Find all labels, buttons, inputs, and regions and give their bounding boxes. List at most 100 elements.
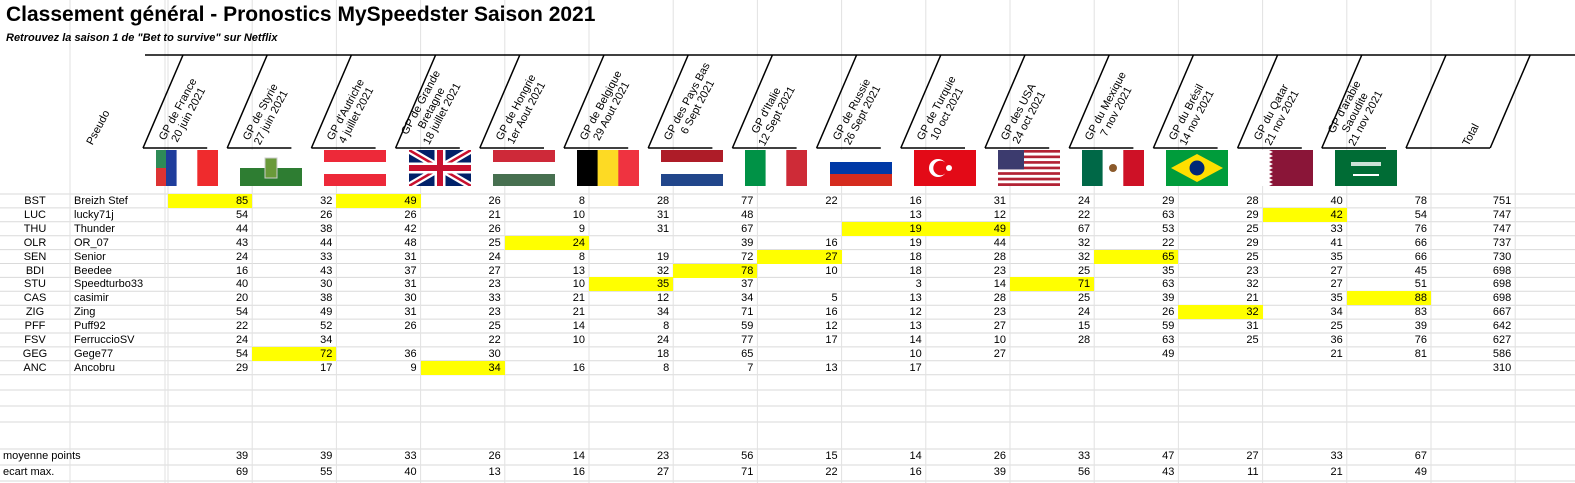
score-cell[interactable]: 44 (320, 236, 333, 249)
score-cell[interactable]: 23 (488, 278, 501, 291)
score-cell[interactable]: 23 (993, 264, 1006, 277)
score-cell[interactable]: 35 (1162, 264, 1175, 277)
total-cell[interactable]: 698 (1492, 292, 1512, 305)
score-cell[interactable]: 42 (1262, 207, 1347, 222)
total-cell[interactable]: 667 (1492, 306, 1512, 319)
score-cell[interactable] (505, 347, 589, 361)
total-cell[interactable]: 698 (1492, 278, 1512, 291)
score-cell[interactable]: 54 (235, 347, 249, 360)
score-cell[interactable]: 24 (504, 235, 589, 250)
score-cell[interactable]: 25 (1077, 264, 1091, 277)
score-cell[interactable]: 37 (404, 264, 417, 277)
score-cell[interactable]: 33 (320, 250, 333, 263)
score-cell[interactable]: 49 (925, 221, 1010, 236)
stat-cell[interactable]: 39 (320, 450, 333, 462)
score-cell[interactable]: 16 (825, 306, 838, 319)
score-cell[interactable] (926, 361, 1010, 375)
score-cell[interactable]: 30 (320, 278, 333, 291)
score-cell[interactable]: 32 (1178, 305, 1263, 320)
score-cell[interactable]: 23 (993, 306, 1006, 319)
total-cell[interactable]: 310 (1492, 361, 1512, 374)
score-cell[interactable]: 59 (1162, 320, 1175, 333)
score-cell[interactable]: 7 (747, 361, 754, 374)
score-cell[interactable]: 24 (1077, 306, 1091, 319)
score-cell[interactable]: 18 (909, 250, 922, 263)
score-cell[interactable]: 32 (320, 195, 333, 207)
score-cell[interactable]: 23 (488, 306, 501, 319)
score-cell[interactable]: 21 (572, 292, 585, 305)
score-cell[interactable]: 9 (578, 222, 585, 235)
score-cell[interactable]: 5 (831, 292, 838, 305)
score-cell[interactable]: 32 (1077, 236, 1091, 249)
score-cell[interactable]: 22 (235, 320, 249, 333)
score-cell[interactable] (757, 277, 841, 291)
score-cell[interactable]: 54 (1414, 208, 1427, 221)
score-cell[interactable]: 16 (572, 361, 585, 374)
score-cell[interactable]: 22 (1077, 208, 1091, 221)
stat-cell[interactable]: 71 (741, 466, 754, 478)
score-cell[interactable]: 12 (909, 306, 922, 319)
stat-cell[interactable]: 55 (320, 466, 333, 478)
score-cell[interactable]: 65 (741, 347, 754, 360)
score-cell[interactable]: 28 (656, 195, 670, 207)
score-cell[interactable]: 8 (578, 195, 585, 207)
score-cell[interactable]: 34 (320, 334, 333, 346)
score-cell[interactable]: 65 (1094, 249, 1179, 264)
score-cell[interactable]: 24 (235, 250, 249, 263)
score-cell[interactable]: 22 (488, 334, 501, 346)
score-cell[interactable]: 28 (1246, 195, 1259, 207)
score-cell[interactable]: 67 (741, 222, 754, 235)
score-cell[interactable]: 28 (993, 250, 1006, 263)
score-cell[interactable]: 35 (1330, 292, 1343, 305)
score-cell[interactable]: 8 (663, 320, 670, 333)
score-cell[interactable]: 30 (404, 292, 417, 305)
stat-cell[interactable]: 40 (404, 466, 417, 478)
score-cell[interactable]: 36 (404, 347, 417, 360)
score-cell[interactable] (336, 333, 420, 347)
score-cell[interactable]: 85 (168, 194, 253, 208)
score-cell[interactable]: 41 (1330, 236, 1343, 249)
score-cell[interactable]: 31 (404, 278, 417, 291)
score-cell[interactable]: 13 (909, 208, 922, 221)
score-cell[interactable]: 34 (420, 360, 505, 375)
score-cell[interactable] (1178, 361, 1262, 375)
score-cell[interactable]: 10 (909, 347, 922, 360)
score-cell[interactable]: 48 (741, 208, 754, 221)
score-cell[interactable]: 32 (1246, 278, 1259, 291)
stat-cell[interactable]: 14 (909, 450, 922, 462)
score-cell[interactable]: 27 (993, 347, 1006, 360)
score-cell[interactable]: 10 (825, 264, 838, 277)
score-cell[interactable]: 31 (993, 195, 1006, 207)
stat-cell[interactable]: 67 (1414, 450, 1427, 462)
score-cell[interactable]: 17 (320, 361, 333, 374)
score-cell[interactable]: 31 (404, 306, 417, 319)
score-cell[interactable]: 37 (741, 278, 754, 291)
score-cell[interactable]: 10 (572, 208, 585, 221)
score-cell[interactable]: 25 (1246, 250, 1259, 263)
stat-cell[interactable]: 14 (572, 450, 585, 462)
score-cell[interactable]: 8 (663, 361, 670, 374)
score-cell[interactable]: 3 (915, 278, 922, 291)
score-cell[interactable]: 88 (1346, 291, 1431, 306)
score-cell[interactable]: 78 (673, 263, 758, 278)
score-cell[interactable]: 78 (1414, 195, 1427, 207)
score-cell[interactable]: 27 (993, 320, 1006, 333)
stat-cell[interactable]: 27 (656, 466, 670, 478)
score-cell[interactable]: 13 (909, 292, 922, 305)
score-cell[interactable]: 36 (1330, 334, 1343, 346)
score-cell[interactable]: 71 (1010, 277, 1095, 292)
score-cell[interactable]: 22 (825, 195, 838, 207)
score-cell[interactable] (757, 347, 841, 361)
score-cell[interactable]: 18 (656, 347, 670, 360)
score-cell[interactable]: 32 (1077, 250, 1091, 263)
score-cell[interactable]: 13 (909, 320, 922, 333)
stat-cell[interactable]: 23 (656, 450, 670, 462)
score-cell[interactable]: 10 (993, 334, 1006, 346)
score-cell[interactable]: 19 (656, 250, 670, 263)
stat-cell[interactable]: 39 (993, 466, 1006, 478)
score-cell[interactable]: 17 (909, 361, 922, 374)
score-cell[interactable]: 54 (235, 306, 249, 319)
score-cell[interactable]: 34 (741, 292, 754, 305)
score-cell[interactable] (1010, 347, 1094, 361)
score-cell[interactable]: 51 (1414, 278, 1427, 291)
